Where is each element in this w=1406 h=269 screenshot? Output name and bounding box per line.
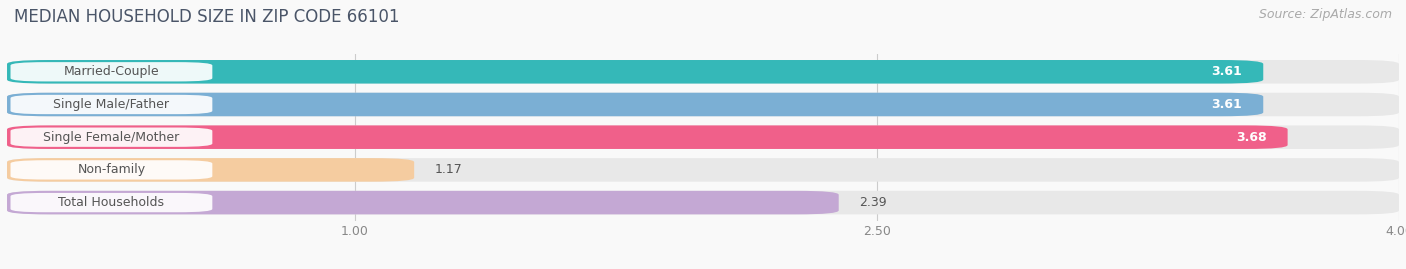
FancyBboxPatch shape	[7, 191, 1399, 214]
FancyBboxPatch shape	[10, 193, 212, 212]
Text: Non-family: Non-family	[77, 163, 145, 176]
FancyBboxPatch shape	[7, 158, 415, 182]
Text: MEDIAN HOUSEHOLD SIZE IN ZIP CODE 66101: MEDIAN HOUSEHOLD SIZE IN ZIP CODE 66101	[14, 8, 399, 26]
FancyBboxPatch shape	[7, 125, 1399, 149]
FancyBboxPatch shape	[7, 60, 1263, 84]
FancyBboxPatch shape	[7, 93, 1399, 116]
Text: 2.39: 2.39	[859, 196, 887, 209]
FancyBboxPatch shape	[7, 60, 1399, 84]
FancyBboxPatch shape	[7, 191, 839, 214]
FancyBboxPatch shape	[7, 158, 1399, 182]
FancyBboxPatch shape	[7, 125, 1288, 149]
Text: 3.61: 3.61	[1212, 98, 1243, 111]
FancyBboxPatch shape	[7, 93, 1263, 116]
Text: Source: ZipAtlas.com: Source: ZipAtlas.com	[1258, 8, 1392, 21]
FancyBboxPatch shape	[10, 62, 212, 82]
FancyBboxPatch shape	[10, 128, 212, 147]
Text: Married-Couple: Married-Couple	[63, 65, 159, 78]
FancyBboxPatch shape	[10, 160, 212, 179]
Text: 3.61: 3.61	[1212, 65, 1243, 78]
Text: 3.68: 3.68	[1236, 131, 1267, 144]
Text: Total Households: Total Households	[59, 196, 165, 209]
Text: Single Male/Father: Single Male/Father	[53, 98, 170, 111]
Text: Single Female/Mother: Single Female/Mother	[44, 131, 180, 144]
Text: 1.17: 1.17	[434, 163, 463, 176]
FancyBboxPatch shape	[10, 95, 212, 114]
